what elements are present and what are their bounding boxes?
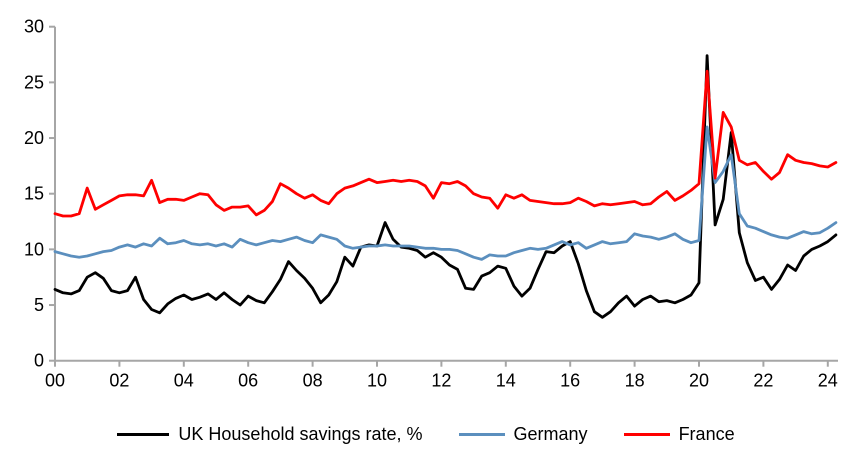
legend-label-uk: UK Household savings rate, % [178, 424, 423, 444]
chart-plot-area: 0 5 10 15 20 25 30 00 02 04 06 08 10 12 14 16 18 20 22 24 [24, 17, 838, 391]
y-axis-tick-label-5: 5 [34, 295, 44, 315]
legend-item-uk: UK Household savings rate, % [117, 424, 423, 445]
y-axis-tick-label-20: 20 [24, 128, 44, 148]
x-axis-tick-label-04: 04 [174, 371, 194, 391]
y-axis-tick-label-25: 25 [24, 72, 44, 92]
x-axis-tick-label-06: 06 [238, 371, 258, 391]
y-axis-tick-label-15: 15 [24, 184, 44, 204]
x-axis-tick-label-00: 00 [45, 371, 65, 391]
y-axis-tick-label-10: 10 [24, 239, 44, 259]
legend-line-germany [458, 432, 505, 437]
x-axis-tick-label-22: 22 [753, 371, 773, 391]
x-axis-tick-label-02: 02 [109, 371, 129, 391]
chart-legend: UK Household savings rate, % Germany Fra… [0, 424, 852, 445]
series-line-france [53, 69, 838, 218]
legend-line-france [623, 432, 670, 437]
x-axis-tick-label-12: 12 [431, 371, 451, 391]
legend-item-germany: Germany [458, 424, 588, 445]
y-axis-tick-label-30: 30 [24, 17, 44, 37]
x-axis-tick-label-08: 08 [303, 371, 323, 391]
legend-item-france: France [623, 424, 735, 445]
legend-label-france: France [678, 424, 735, 444]
series-line-germany [53, 125, 838, 261]
x-axis-tick-label-16: 16 [560, 371, 580, 391]
x-axis-tick-label-24: 24 [818, 371, 838, 391]
legend-line-uk [117, 433, 170, 436]
x-axis-tick-label-10: 10 [367, 371, 387, 391]
series-line-uk [53, 54, 838, 319]
y-axis-tick-label-0: 0 [34, 351, 44, 371]
legend-label-germany: Germany [513, 424, 588, 444]
x-axis-tick-label-14: 14 [496, 371, 516, 391]
x-axis-tick-label-20: 20 [689, 371, 709, 391]
x-axis-tick-label-18: 18 [625, 371, 645, 391]
